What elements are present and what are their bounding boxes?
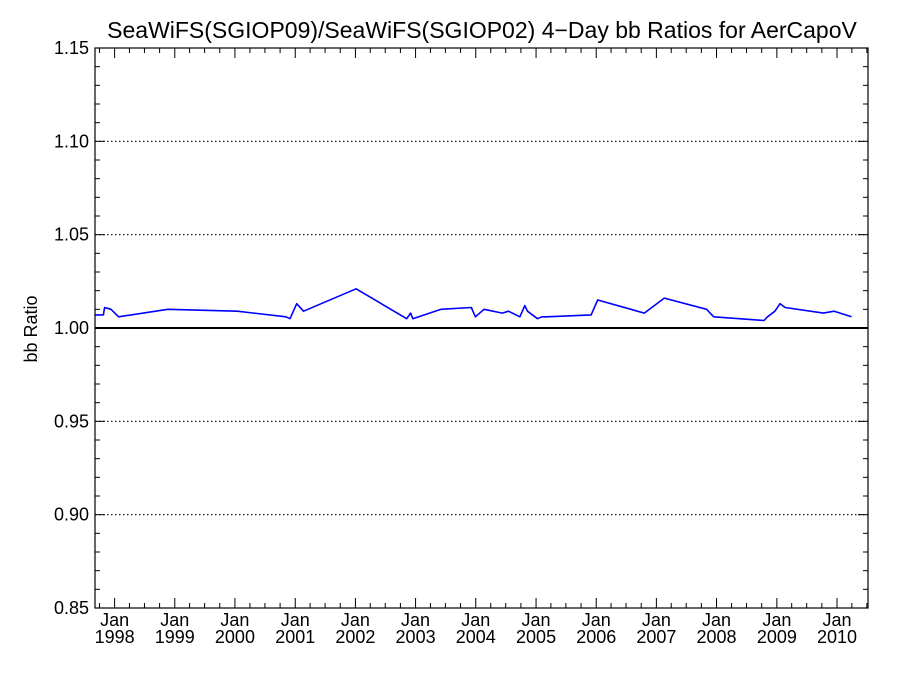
x-tick-month: Jan [160, 610, 189, 630]
x-tick-year: 2005 [516, 627, 556, 647]
x-tick-month: Jan [100, 610, 129, 630]
x-tick-month: Jan [582, 610, 611, 630]
x-tick-month: Jan [220, 610, 249, 630]
grid-lines [95, 140, 868, 516]
series-line [95, 287, 852, 322]
x-tick-year: 1999 [155, 627, 195, 647]
x-tick-year: 1998 [95, 627, 135, 647]
axis-ticks [95, 47, 868, 609]
x-tick-year: 2001 [275, 627, 315, 647]
x-tick-month: Jan [822, 610, 851, 630]
x-tick-year: 2002 [335, 627, 375, 647]
y-tick-label: 0.90 [54, 505, 89, 525]
y-tick-label: 1.10 [54, 131, 89, 151]
x-tick-month: Jan [341, 610, 370, 630]
x-tick-year: 2006 [576, 627, 616, 647]
y-tick-label: 0.95 [54, 411, 89, 431]
chart-title: SeaWiFS(SGIOP09)/SeaWiFS(SGIOP02) 4−Day … [107, 17, 857, 43]
x-tick-month: Jan [522, 610, 551, 630]
x-tick-month: Jan [642, 610, 671, 630]
x-tick-month: Jan [762, 610, 791, 630]
y-tick-label: 0.85 [54, 598, 89, 618]
y-tick-label: 1.00 [54, 318, 89, 338]
series-group [95, 287, 852, 322]
x-tick-year: 2000 [215, 627, 255, 647]
y-tick-labels: 0.85 0.90 0.95 1.00 1.05 1.10 1.15 [54, 38, 89, 618]
x-tick-labels: Jan1998Jan1999Jan2000Jan2001Jan2002Jan20… [95, 610, 857, 647]
x-tick-year: 2004 [456, 627, 496, 647]
y-tick-label: 1.15 [54, 38, 89, 58]
plot-frame [94, 47, 869, 609]
y-tick-label: 1.05 [54, 225, 89, 245]
x-tick-month: Jan [281, 610, 310, 630]
x-tick-month: Jan [461, 610, 490, 630]
x-tick-year: 2003 [396, 627, 436, 647]
x-tick-year: 2010 [817, 627, 857, 647]
y-axis-label: bb Ratio [21, 295, 41, 362]
x-tick-year: 2009 [757, 627, 797, 647]
x-tick-year: 2008 [697, 627, 737, 647]
x-tick-month: Jan [702, 610, 731, 630]
x-tick-year: 2007 [636, 627, 676, 647]
x-tick-month: Jan [401, 610, 430, 630]
